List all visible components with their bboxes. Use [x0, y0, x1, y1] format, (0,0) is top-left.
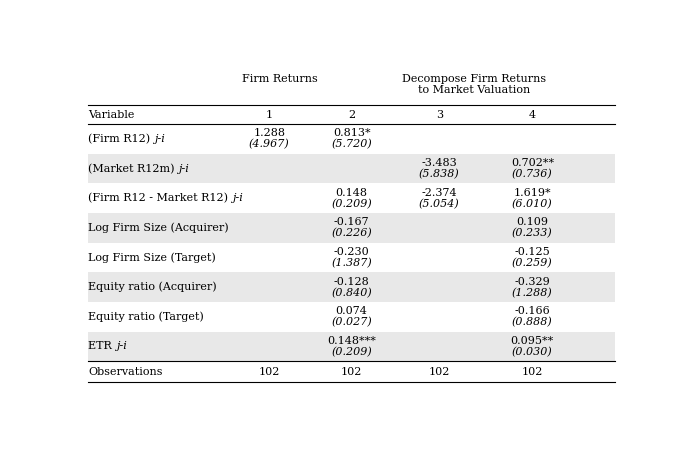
Text: -0.230: -0.230	[333, 247, 370, 257]
Text: -0.125: -0.125	[514, 247, 550, 257]
Text: -2.374: -2.374	[421, 188, 457, 198]
Text: (4.967): (4.967)	[249, 140, 289, 150]
Text: (0.226): (0.226)	[331, 228, 372, 239]
Text: (0.888): (0.888)	[512, 317, 553, 328]
Text: (0.209): (0.209)	[331, 199, 372, 209]
Text: 2: 2	[348, 110, 355, 120]
Text: j-i: j-i	[232, 193, 243, 203]
Bar	[88, 213, 615, 243]
Text: (0.736): (0.736)	[512, 169, 553, 179]
Text: (0.209): (0.209)	[331, 347, 372, 357]
Text: 3: 3	[436, 110, 443, 120]
Text: (6.010): (6.010)	[512, 199, 553, 209]
Text: Firm Returns: Firm Returns	[242, 73, 318, 83]
Text: Decompose Firm Returns
to Market Valuation: Decompose Firm Returns to Market Valuati…	[402, 73, 546, 95]
Text: 102: 102	[429, 367, 450, 377]
Text: (5.054): (5.054)	[419, 199, 460, 209]
Text: -0.167: -0.167	[334, 217, 369, 227]
Text: (Market R12m): (Market R12m)	[88, 164, 178, 174]
Text: (Firm R12 - Market R12): (Firm R12 - Market R12)	[88, 193, 232, 203]
Text: (0.233): (0.233)	[512, 228, 553, 239]
Text: 1.619*: 1.619*	[514, 188, 551, 198]
Text: 0.813*: 0.813*	[333, 128, 370, 138]
Text: 102: 102	[521, 367, 543, 377]
Text: 4: 4	[529, 110, 536, 120]
Text: -0.166: -0.166	[514, 306, 550, 316]
Text: Log Firm Size (Acquirer): Log Firm Size (Acquirer)	[88, 222, 229, 233]
Text: 1.288: 1.288	[253, 128, 285, 138]
Text: Observations: Observations	[88, 367, 163, 377]
Text: -0.128: -0.128	[333, 277, 370, 287]
Text: 0.109: 0.109	[517, 217, 548, 227]
Text: (0.027): (0.027)	[331, 317, 372, 328]
Text: (0.840): (0.840)	[331, 288, 372, 298]
Text: 102: 102	[341, 367, 362, 377]
Text: (0.030): (0.030)	[512, 347, 553, 357]
Text: j-i: j-i	[116, 342, 126, 352]
Text: Equity ratio (Acquirer): Equity ratio (Acquirer)	[88, 282, 217, 293]
Text: -0.329: -0.329	[514, 277, 550, 287]
Text: (1.387): (1.387)	[331, 258, 372, 268]
Text: 0.702**: 0.702**	[511, 158, 554, 168]
Text: j-i: j-i	[154, 134, 165, 144]
Text: (0.259): (0.259)	[512, 258, 553, 268]
Text: 0.148***: 0.148***	[327, 336, 376, 346]
Text: j-i: j-i	[178, 164, 189, 173]
Text: Equity ratio (Target): Equity ratio (Target)	[88, 312, 204, 322]
Text: ETR: ETR	[88, 342, 116, 352]
Bar	[88, 272, 615, 302]
Text: 102: 102	[259, 367, 280, 377]
Text: Variable: Variable	[88, 110, 134, 120]
Bar	[88, 332, 615, 361]
Text: Log Firm Size (Target): Log Firm Size (Target)	[88, 252, 216, 263]
Text: (5.720): (5.720)	[331, 140, 372, 150]
Text: (5.838): (5.838)	[419, 169, 460, 179]
Text: -3.483: -3.483	[421, 158, 457, 168]
Text: (Firm R12): (Firm R12)	[88, 134, 154, 144]
Text: 1: 1	[265, 110, 273, 120]
Text: 0.148: 0.148	[335, 188, 368, 198]
Bar	[88, 154, 615, 183]
Text: 0.095**: 0.095**	[510, 336, 554, 346]
Text: 0.074: 0.074	[335, 306, 368, 316]
Text: (1.288): (1.288)	[512, 288, 553, 298]
